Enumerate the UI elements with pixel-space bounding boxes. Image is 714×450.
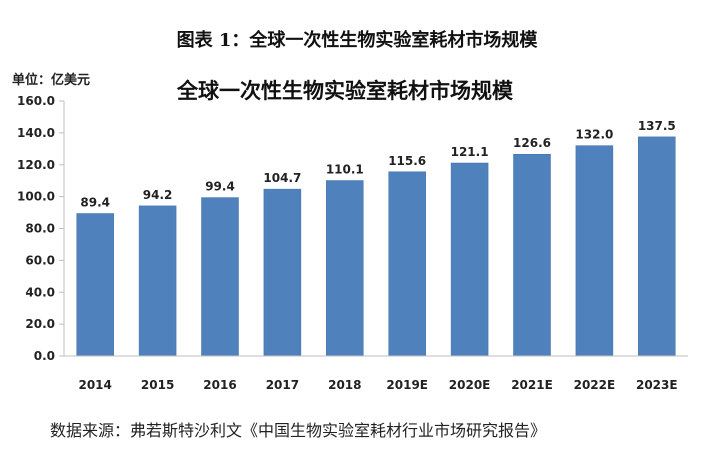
x-tick-label: 2016	[203, 378, 236, 392]
data-label: 132.0	[575, 128, 613, 142]
data-label: 89.4	[80, 196, 110, 210]
data-label: 115.6	[388, 154, 426, 168]
x-tick-label: 2014	[78, 378, 111, 392]
bars: 89.4 94.2 99.4 104.7 110.1 115.6 121.1 126.6 132…	[76, 119, 676, 357]
x-tick-label: 2018	[328, 378, 361, 392]
source-note: 数据来源：弗若斯特沙利文《中国生物实验室耗材行业市场研究报告》	[50, 421, 547, 440]
chart-title: 全球一次性生物实验室耗材市场规模	[176, 79, 514, 103]
y-tick-label: 100.0	[17, 190, 55, 204]
y-tick-label: 80.0	[25, 222, 55, 236]
y-tick-label: 120.0	[17, 158, 55, 172]
x-tick-label: 2019E	[386, 378, 428, 392]
bar-2016	[201, 197, 239, 357]
x-tick-label: 2022E	[574, 378, 616, 392]
x-tick-label: 2017	[266, 378, 299, 392]
y-tick-label: 0.0	[34, 349, 55, 363]
y-tick-label: 20.0	[25, 317, 55, 331]
data-label: 137.5	[638, 119, 676, 133]
bar-2022E	[575, 145, 614, 357]
bar-2023E	[638, 136, 676, 357]
data-label: 126.6	[513, 136, 551, 150]
bar-2018	[326, 180, 364, 357]
y-tick-label: 40.0	[25, 285, 55, 299]
data-label: 99.4	[205, 180, 235, 194]
unit-label: 单位：亿美元	[12, 72, 90, 88]
bar-2014	[76, 213, 114, 357]
data-label: 110.1	[326, 163, 364, 177]
y-axis: 0.0 20.0 40.0 60.0 80.0 100.0 120.0 140.0 160.0	[17, 94, 65, 363]
x-tick-label: 2015	[141, 378, 174, 392]
data-label: 104.7	[263, 171, 301, 185]
x-tick-label: 2023E	[636, 378, 678, 392]
bar-2017	[263, 188, 302, 357]
bar-2019E	[388, 171, 426, 357]
y-tick-label: 60.0	[25, 253, 55, 267]
data-label: 121.1	[451, 145, 489, 159]
figure-title: 图表 1：全球一次性生物实验室耗材市场规模	[176, 30, 538, 51]
y-tick-label: 140.0	[17, 126, 55, 140]
x-tick-label: 2021E	[511, 378, 553, 392]
bar-2021E	[513, 153, 551, 357]
bar-2015	[138, 205, 177, 357]
x-tick-label: 2020E	[449, 378, 491, 392]
data-label: 94.2	[143, 188, 173, 202]
bar-2020E	[450, 162, 489, 357]
x-axis: 2014 2015 2016 2017 2018 2019E 2020E 2021E 2022E…	[64, 355, 688, 392]
y-tick-label: 160.0	[17, 94, 55, 108]
bar-chart: 单位：亿美元 全球一次性生物实验室耗材市场规模 0.0 20.0 40.0 60.0 8…	[12, 72, 688, 392]
